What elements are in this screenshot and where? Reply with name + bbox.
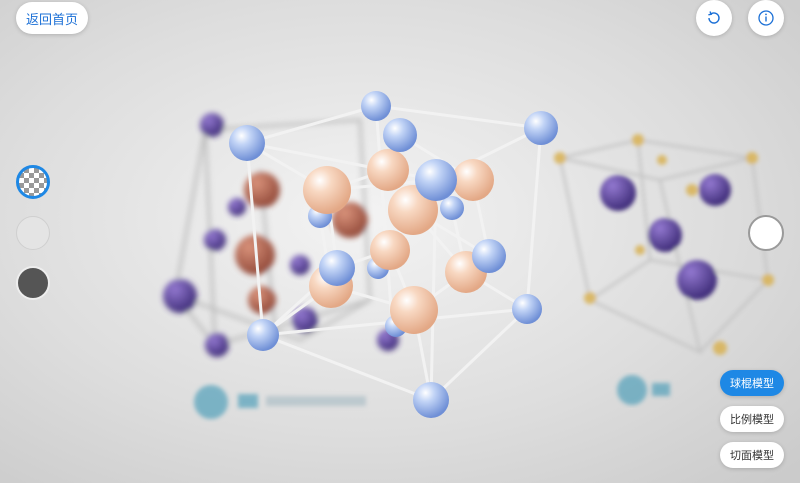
atoms — [229, 91, 558, 418]
cation-atom — [512, 294, 542, 324]
back-home-label: 返回首页 — [25, 12, 78, 28]
cation-atom — [440, 196, 464, 220]
info-icon — [758, 10, 774, 26]
background-dark-swatch[interactable] — [16, 266, 50, 300]
anion-atom — [303, 166, 351, 214]
cation-atom — [413, 382, 449, 418]
cation-atom — [247, 319, 279, 351]
background-model-right — [554, 134, 774, 355]
anion-atom — [452, 159, 494, 201]
background-logo-left — [194, 385, 366, 419]
capture-button[interactable] — [748, 215, 784, 251]
cation-atom — [524, 111, 558, 145]
section-model-button[interactable]: 切面模型 — [720, 442, 784, 468]
scale-model-button[interactable]: 比例模型 — [720, 406, 784, 432]
mode-label: 比例模型 — [730, 413, 774, 426]
ball-stick-model-button[interactable]: 球棍模型 — [720, 370, 784, 396]
cation-atom — [361, 91, 391, 121]
info-button[interactable] — [748, 0, 784, 36]
back-home-button[interactable]: 返回首页 — [16, 2, 88, 34]
refresh-icon — [708, 11, 720, 24]
cation-atom — [229, 125, 265, 161]
cation-atom — [383, 118, 417, 152]
mode-label: 球棍模型 — [730, 377, 774, 390]
reset-view-button[interactable] — [696, 0, 732, 36]
background-transparent-swatch[interactable] — [16, 165, 50, 199]
cation-atom — [415, 159, 457, 201]
anion-atom — [370, 230, 410, 270]
anion-atom — [367, 149, 409, 191]
crystal-model[interactable] — [229, 91, 558, 418]
anion-atom — [390, 286, 438, 334]
background-light-swatch[interactable] — [16, 216, 50, 250]
background-model-left — [163, 113, 399, 357]
cation-atom — [472, 239, 506, 273]
cation-atom — [319, 250, 355, 286]
background-logo-right — [617, 375, 670, 405]
mode-label: 切面模型 — [730, 449, 774, 462]
